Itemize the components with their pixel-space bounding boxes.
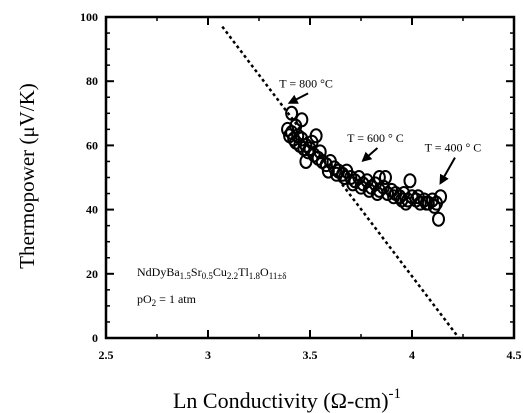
data-point [403,173,417,189]
annotation-label: T = 400 ° C [425,141,482,155]
oxygen-pressure: pO2 = 1 atm [137,292,197,308]
data-point [346,176,360,192]
data-point [295,112,309,128]
data-point [387,189,401,205]
y-tick-label: 60 [86,138,98,152]
x-tick-label: 2.5 [99,348,114,362]
data-points [281,105,448,227]
x-tick-label: 3.5 [303,348,318,362]
data-point [354,179,368,195]
data-point [330,166,344,182]
axis-ticks: 2.5 3 3.5 4 4.5 0 20 40 60 80 100 [80,10,522,362]
data-point [370,186,384,202]
annotation-arrow [287,92,309,104]
x-axis-label: Ln Conductivity (Ω-cm)-1 [173,386,401,413]
y-tick-label: 100 [80,10,98,24]
data-point [285,105,299,121]
data-point [309,128,323,144]
dashed-line [221,25,460,339]
data-point [378,170,392,185]
data-point [399,195,413,211]
data-point [321,163,335,179]
plot-frame [104,15,516,340]
x-tick-label: 4.5 [507,348,522,362]
plot-axes [104,15,516,340]
y-tick-label: 40 [86,203,98,217]
annotation-label: T = 600 ° C [347,131,404,145]
data-point [419,195,433,211]
annotation-arrow [361,147,379,162]
data-point [427,198,441,214]
y-tick-label: 80 [86,74,98,88]
compound-formula: NdDyBa1.5Sr0.5Cu2.2Tl1.8O11±δ [137,265,287,281]
y-tick-label: 0 [92,331,98,345]
annotations: T = 800 °C T = 600 ° C T = 400 ° C [279,76,482,185]
data-point [372,170,386,185]
annotation-arrow [439,157,456,185]
trend-line [221,25,460,339]
data-point [362,182,376,198]
x-axis-label-superscript: -1 [389,386,402,402]
data-point [432,211,446,227]
x-tick-label: 3 [205,348,211,362]
x-tick-label: 4 [409,348,415,362]
y-axis-label: Thermopower (μV/K) [15,83,39,269]
data-point [299,153,313,169]
data-point [434,189,448,205]
y-tick-label: 20 [86,267,98,281]
data-point [313,144,327,160]
annotation-label: T = 800 °C [279,76,333,90]
